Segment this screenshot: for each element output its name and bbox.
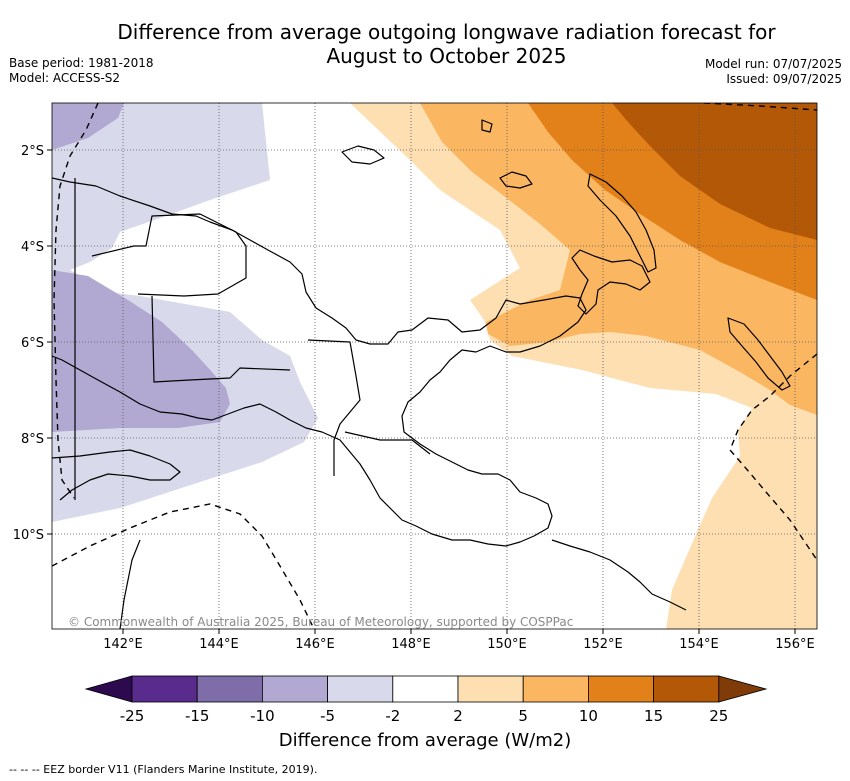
colorbar-segment [261, 675, 328, 703]
colorbar-segment [653, 675, 720, 703]
bougainville-coast [727, 317, 791, 391]
colorbar-segment [457, 675, 524, 703]
lon-tick-label: 148°E [391, 637, 431, 652]
title-line-1: Difference from average outgoing longwav… [117, 20, 776, 44]
new-guinea-coast [52, 177, 587, 547]
lon-tick-label: 150°E [487, 637, 527, 652]
colorbar-segment [196, 675, 263, 703]
lat-tick-label: 4°S [21, 240, 44, 255]
base-period: Base period: 1981-2018 [9, 56, 154, 70]
lon-tick-label: 144°E [199, 637, 239, 652]
new-ireland-coast [587, 173, 657, 273]
cape-york-coast [119, 539, 141, 629]
colorbar-segment [131, 675, 198, 703]
colorbar-label: 10 [579, 707, 598, 725]
gridlines [52, 103, 817, 629]
colorbar-label: 5 [518, 707, 528, 725]
colorbar-label: -2 [385, 707, 400, 725]
colorbar-label: -25 [120, 707, 145, 725]
eez-note: -- -- -- EEZ border V11 (Flanders Marine… [9, 763, 318, 776]
colorbar-label: 15 [644, 707, 663, 725]
lat-tick-label: 8°S [21, 432, 44, 447]
colorbar-segment [327, 675, 394, 703]
colorbar-segment [588, 675, 655, 703]
new-britain-coast [571, 249, 651, 315]
issued-date: Issued: 09/07/2025 [726, 72, 842, 86]
latitude-ticks: 2°S 4°S 6°S 8°S 10°S [13, 144, 52, 543]
coastlines [52, 119, 791, 629]
anomaly-region-15-to-25 [612, 103, 817, 240]
colorbar-label: -5 [320, 707, 335, 725]
map-plot-area: © Commonwealth of Australia 2025, Bureau… [52, 103, 817, 629]
lon-tick-label: 156°E [775, 637, 815, 652]
lat-tick-label: 6°S [21, 336, 44, 351]
meta-left: Base period: 1981-2018 Model: ACCESS-S2 [9, 56, 154, 86]
lon-tick-label: 142°E [103, 637, 143, 652]
border-lines [74, 178, 431, 500]
manus-coast [341, 145, 385, 165]
model-name: Model: ACCESS-S2 [9, 71, 121, 85]
meta-right: Model run: 07/07/2025 Issued: 09/07/2025 [705, 57, 842, 87]
title-line-2: August to October 2025 [326, 44, 567, 68]
colorbar-high-extension [718, 675, 768, 703]
colorbar-segment [522, 675, 589, 703]
copyright-text: © Commonwealth of Australia 2025, Bureau… [68, 615, 573, 629]
anomaly-region-minus-5-to-10-south [52, 270, 230, 432]
colorbar-label: -10 [250, 707, 275, 725]
colorbar-label: 25 [709, 707, 728, 725]
south-coast-islands [52, 449, 181, 501]
lon-tick-label: 146°E [295, 637, 335, 652]
lat-tick-label: 10°S [13, 528, 44, 543]
colorbar-title: Difference from average (W/m2) [278, 730, 572, 751]
colorbar-segment [392, 675, 459, 703]
southeast-islands [551, 539, 687, 611]
admiralty-islands [481, 119, 533, 189]
model-run: Model run: 07/07/2025 [704, 57, 842, 71]
lat-tick-label: 2°S [21, 144, 44, 159]
map-frame [51, 102, 818, 630]
lon-tick-label: 152°E [583, 637, 623, 652]
eez-borders [52, 103, 817, 629]
longitude-ticks: 142°E 144°E 146°E 148°E 150°E 152°E 154°E 156°E [103, 629, 815, 652]
colorbar-label: -15 [185, 707, 210, 725]
colorbar: -25 -15 -10 -5 -2 2 5 10 15 25 [84, 675, 768, 725]
lon-tick-label: 154°E [679, 637, 719, 652]
colorbar-low-extension [84, 675, 133, 703]
colorbar-label: 2 [453, 707, 463, 725]
chart-title: Difference from average outgoing longwav… [0, 20, 850, 68]
